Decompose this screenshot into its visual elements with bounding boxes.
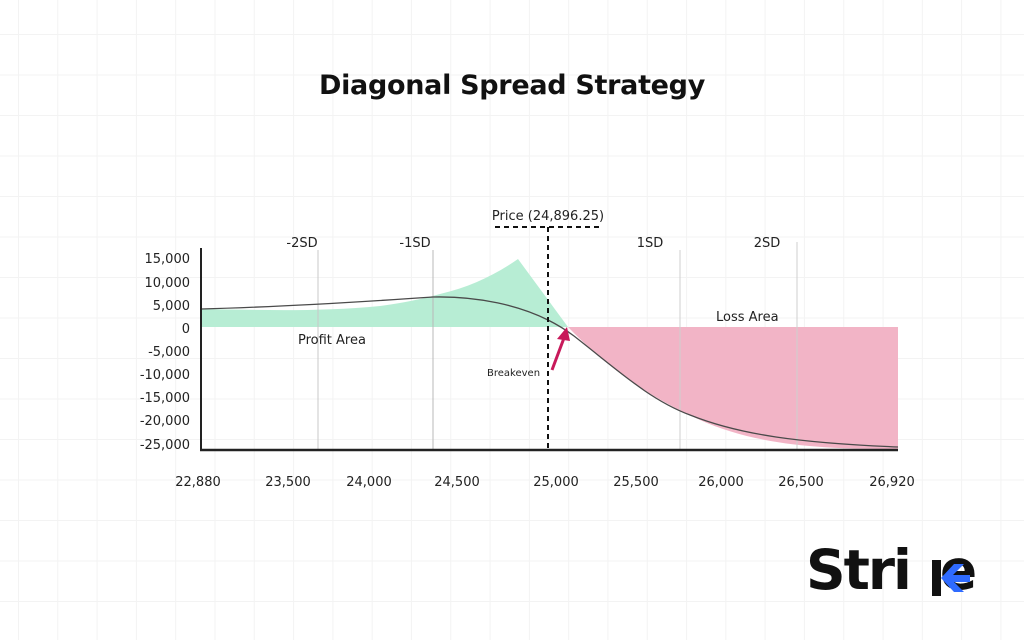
y-tick-label: 10,000	[145, 276, 191, 291]
sd-label: 2SD	[754, 236, 781, 251]
y-tick-label: 5,000	[153, 299, 190, 314]
profit-area-label: Profit Area	[298, 333, 366, 348]
x-tick-label: 25,000	[533, 475, 579, 490]
profit-area-fill	[201, 259, 568, 327]
y-tick-label: -15,000	[140, 391, 190, 406]
breakeven-arrow	[550, 337, 566, 371]
x-tick-label: 22,880	[175, 475, 221, 490]
logo-text: Stri	[806, 538, 912, 602]
sd-label: -2SD	[286, 236, 317, 251]
loss-area-fill	[568, 327, 898, 449]
x-tick-label: 23,500	[265, 475, 311, 490]
chart-title: Diagonal Spread Strategy	[318, 70, 706, 101]
y-tick-label: -5,000	[148, 345, 190, 360]
sd-label: 1SD	[637, 236, 664, 251]
y-tick-label: -20,000	[140, 414, 190, 429]
sd-label: -1SD	[399, 236, 430, 251]
y-tick-label: 0	[182, 322, 190, 337]
x-tick-label: 24,500	[434, 475, 480, 490]
y-tick-label: 15,000	[145, 252, 191, 267]
x-tick-label: 25,500	[613, 475, 659, 490]
loss-area-label: Loss Area	[716, 310, 779, 325]
y-tick-label: -25,000	[140, 438, 190, 453]
y-tick-label: -10,000	[140, 368, 190, 383]
x-tick-label: 26,920	[869, 475, 915, 490]
price-label: Price (24,896.25)	[492, 209, 604, 224]
breakeven-label: Breakeven	[487, 368, 540, 379]
breakeven-arrowhead	[557, 327, 570, 341]
x-tick-label: 26,000	[698, 475, 744, 490]
x-tick-label: 24,000	[346, 475, 392, 490]
x-tick-label: 26,500	[778, 475, 824, 490]
payoff-curve	[200, 296, 899, 448]
logo-k-arrow-icon	[932, 560, 970, 596]
